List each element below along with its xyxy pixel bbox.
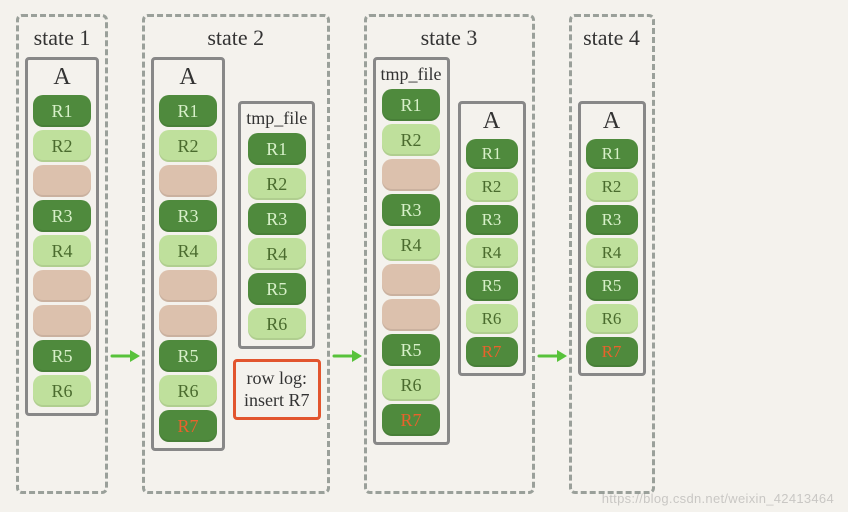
data-row: R1: [466, 139, 518, 169]
data-row: R3: [382, 194, 440, 226]
table-title: A: [603, 108, 620, 135]
data-row: [159, 165, 217, 197]
data-row: R4: [248, 238, 306, 270]
state-container: state 1 A R1R2 R3R4 R5R6: [16, 14, 108, 494]
table-title: A: [179, 64, 196, 91]
arrow-icon: [332, 346, 362, 366]
data-row: R6: [466, 304, 518, 334]
data-row: R3: [159, 200, 217, 232]
table-tmp-file: tmp_file R1R2 R3R4 R5R6R7: [373, 57, 450, 445]
data-row: R5: [466, 271, 518, 301]
table-rows: R1R2R3R4R5R6R7: [466, 139, 518, 367]
table-rows: R1R2 R3R4 R5R6R7: [382, 89, 440, 436]
data-row: [33, 305, 91, 337]
row-log: row log:insert R7: [233, 359, 321, 420]
data-row: R1: [382, 89, 440, 121]
data-row: R3: [248, 203, 306, 235]
state-body: A R1R2 R3R4 R5R6: [25, 57, 99, 483]
data-row: R2: [159, 130, 217, 162]
table-title: A: [483, 108, 500, 135]
state-title: state 2: [207, 25, 264, 51]
data-row: [33, 270, 91, 302]
state-title: state 1: [34, 25, 91, 51]
data-row: R4: [382, 229, 440, 261]
data-row: R6: [159, 375, 217, 407]
table-rows: R1R2 R3R4 R5R6: [33, 95, 91, 407]
data-row: [382, 299, 440, 331]
data-row: R5: [382, 334, 440, 366]
data-row: R1: [586, 139, 638, 169]
data-row: R6: [33, 375, 91, 407]
state-container: state 3tmp_fileR1R2R3R4R5R6R7AR1R2R3R4R5…: [364, 14, 535, 494]
table-a: A R1R2 R3R4 R5R6: [25, 57, 99, 416]
table-title: tmp_file: [381, 64, 442, 85]
table-rows: R1R2R3R4R5R6R7: [586, 139, 638, 367]
table-a: A R1R2R3R4R5R6R7: [578, 101, 646, 376]
data-row: R2: [33, 130, 91, 162]
data-row: R2: [586, 172, 638, 202]
data-row: R7: [159, 410, 217, 442]
data-row: R3: [586, 205, 638, 235]
data-row: R4: [466, 238, 518, 268]
data-row: [382, 264, 440, 296]
data-row: R1: [33, 95, 91, 127]
state-title: state 4: [583, 25, 640, 51]
state-container: state 4 A R1R2R3R4R5R6R7: [569, 14, 655, 494]
data-row: R3: [33, 200, 91, 232]
state-title: state 3: [421, 25, 478, 51]
data-row: R5: [33, 340, 91, 372]
data-row: R1: [159, 95, 217, 127]
arrow-icon: [110, 346, 140, 366]
data-row: R5: [248, 273, 306, 305]
diagram-canvas: state 1AR1R2R3R4R5R6 state 2AR1R2R3R4R5R…: [0, 0, 848, 512]
data-row: R5: [586, 271, 638, 301]
table-title: A: [53, 64, 70, 91]
data-row: [159, 305, 217, 337]
data-row: R2: [248, 168, 306, 200]
data-row: R2: [466, 172, 518, 202]
aux-column: tmp_file R1R2R3R4R5R6 row log:insert R7: [233, 57, 321, 420]
data-row: [33, 165, 91, 197]
data-row: R6: [248, 308, 306, 340]
table-a: A R1R2R3R4R5R6R7: [458, 101, 526, 376]
data-row: R2: [382, 124, 440, 156]
data-row: R3: [466, 205, 518, 235]
data-row: R4: [33, 235, 91, 267]
arrow-icon: [537, 346, 567, 366]
table-title: tmp_file: [246, 108, 307, 129]
table-a: A R1R2 R3R4 R5R6R7: [151, 57, 225, 451]
state-body: AR1R2R3R4R5R6R7tmp_fileR1R2R3R4R5R6row l…: [151, 57, 321, 483]
state-container: state 2AR1R2R3R4R5R6R7tmp_fileR1R2R3R4R5…: [142, 14, 330, 494]
state-body: tmp_fileR1R2R3R4R5R6R7AR1R2R3R4R5R6R7: [373, 57, 526, 483]
data-row: [159, 270, 217, 302]
data-row: R5: [159, 340, 217, 372]
data-row: R4: [586, 238, 638, 268]
data-row: R7: [382, 404, 440, 436]
data-row: R7: [466, 337, 518, 367]
table-rows: R1R2 R3R4 R5R6R7: [159, 95, 217, 442]
state-body: A R1R2R3R4R5R6R7: [578, 57, 646, 483]
data-row: [382, 159, 440, 191]
data-row: R6: [586, 304, 638, 334]
data-row: R7: [586, 337, 638, 367]
data-row: R4: [159, 235, 217, 267]
data-row: R6: [382, 369, 440, 401]
watermark: https://blog.csdn.net/weixin_42413464: [602, 491, 834, 506]
table-tmp-file: tmp_file R1R2R3R4R5R6: [238, 101, 315, 349]
table-rows: R1R2R3R4R5R6: [248, 133, 306, 340]
data-row: R1: [248, 133, 306, 165]
